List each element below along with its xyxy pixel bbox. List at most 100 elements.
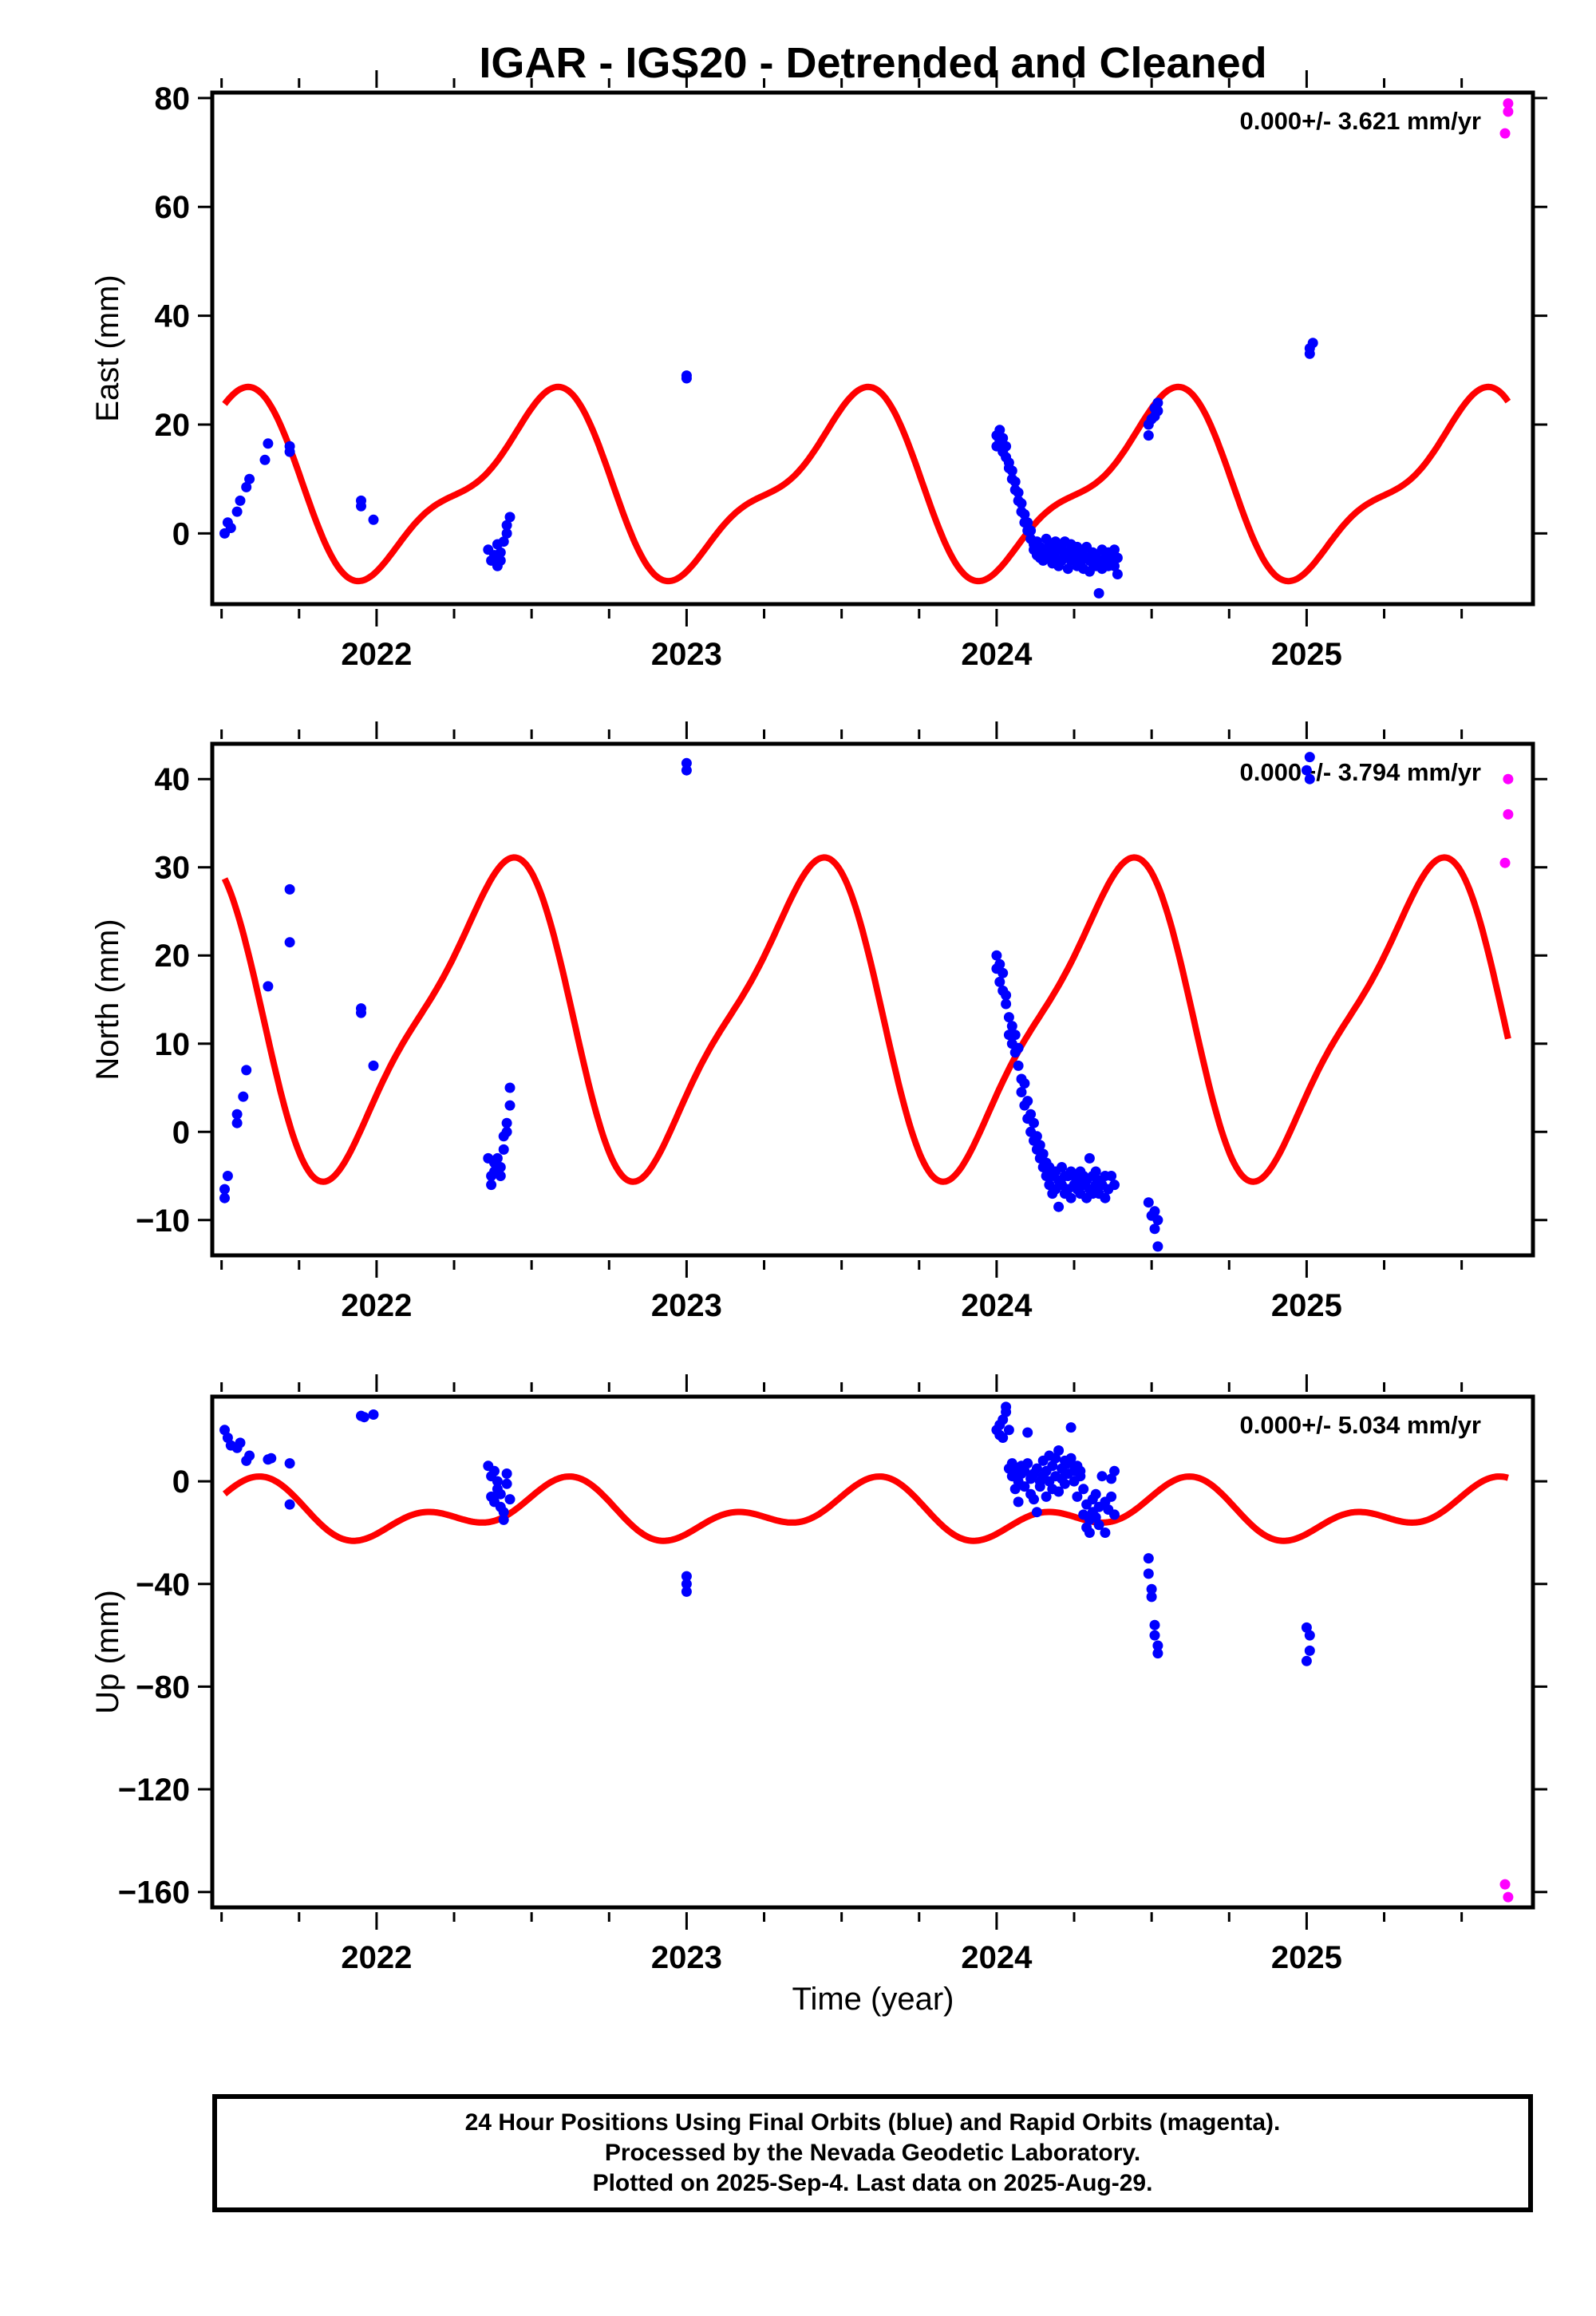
up-final-point bbox=[235, 1437, 246, 1448]
up-final-point bbox=[1059, 1478, 1070, 1489]
north-ytick-label: 30 bbox=[155, 851, 191, 886]
up-final-point bbox=[358, 1412, 369, 1423]
north-y-axis-label: North (mm) bbox=[90, 919, 125, 1080]
east-final-point bbox=[244, 473, 255, 484]
east-final-point bbox=[356, 495, 366, 506]
east-final-point bbox=[498, 536, 509, 547]
north-final-point bbox=[994, 976, 1005, 987]
north-final-point bbox=[486, 1180, 497, 1191]
north-final-point bbox=[1143, 1197, 1154, 1208]
up-final-point bbox=[368, 1409, 379, 1420]
north-final-point bbox=[1006, 1021, 1017, 1032]
east-final-point bbox=[1001, 441, 1012, 452]
north-final-point bbox=[231, 1117, 243, 1128]
north-final-point bbox=[1029, 1117, 1039, 1128]
east-final-point bbox=[259, 454, 271, 465]
chart-title: IGAR - IGS20 - Detrended and Cleaned bbox=[479, 39, 1266, 87]
north-final-point bbox=[501, 1126, 512, 1137]
north-ytick-label: −10 bbox=[136, 1203, 190, 1239]
up-final-point bbox=[498, 1514, 509, 1525]
east-final-point bbox=[263, 438, 274, 449]
up-ytick-label: 0 bbox=[172, 1464, 190, 1500]
up-final-point bbox=[501, 1468, 512, 1479]
up-final-point bbox=[1304, 1630, 1315, 1641]
north-final-point bbox=[1022, 1096, 1033, 1107]
up-final-point bbox=[1034, 1481, 1045, 1492]
north-final-point bbox=[1034, 1140, 1045, 1151]
up-rapid-point bbox=[1503, 1891, 1514, 1903]
east-xtick-label: 2023 bbox=[651, 637, 722, 672]
up-final-point bbox=[1096, 1471, 1108, 1482]
up-final-point bbox=[501, 1478, 512, 1489]
north-final-point bbox=[1009, 1030, 1021, 1041]
east-final-point bbox=[1143, 430, 1154, 441]
up-final-point bbox=[1146, 1583, 1157, 1595]
up-final-point bbox=[1065, 1422, 1077, 1433]
east-ytick-label: 20 bbox=[155, 408, 191, 443]
north-final-point bbox=[222, 1171, 233, 1181]
up-final-point bbox=[284, 1458, 295, 1469]
up-final-point bbox=[681, 1586, 692, 1597]
up-ytick-label: −40 bbox=[136, 1567, 190, 1603]
up-final-point bbox=[1090, 1488, 1101, 1500]
up-model-curve bbox=[222, 1473, 1510, 1544]
north-final-point bbox=[1304, 773, 1315, 785]
north-final-point bbox=[492, 1152, 503, 1164]
east-ytick-label: 0 bbox=[172, 516, 190, 551]
up-final-point bbox=[1146, 1591, 1157, 1603]
footer-line-plotted: Plotted on 2025-Sep-4. Last data on 2025… bbox=[592, 2170, 1153, 2196]
east-ytick-label: 80 bbox=[155, 81, 191, 117]
up-final-point bbox=[1041, 1491, 1052, 1502]
north-final-point bbox=[1152, 1215, 1163, 1226]
up-final-point bbox=[1022, 1458, 1033, 1469]
up-final-point bbox=[1149, 1619, 1160, 1630]
north-final-point bbox=[1090, 1166, 1101, 1177]
up-final-point bbox=[1093, 1520, 1104, 1531]
up-final-point bbox=[504, 1494, 516, 1505]
north-xtick-label: 2024 bbox=[961, 1288, 1033, 1323]
up-final-point bbox=[1149, 1630, 1160, 1641]
east-final-point bbox=[241, 481, 252, 492]
east-final-point bbox=[1025, 525, 1037, 536]
up-final-point bbox=[1152, 1648, 1163, 1659]
east-rapid-point bbox=[1499, 128, 1511, 139]
east-final-point bbox=[495, 547, 506, 558]
north-final-point bbox=[1149, 1223, 1160, 1235]
north-final-point bbox=[1037, 1148, 1049, 1160]
up-panel: −160 −120 −80 −40 0 2022 2023 2024 2025 Up (mm) 0.… bbox=[90, 1374, 1547, 1975]
east-final-point bbox=[501, 520, 512, 531]
north-final-point bbox=[1149, 1206, 1160, 1217]
north-final-point bbox=[495, 1171, 506, 1181]
north-final-point bbox=[504, 1100, 516, 1111]
east-xtick-label: 2022 bbox=[341, 637, 412, 672]
up-final-point bbox=[1065, 1452, 1077, 1464]
east-final-point bbox=[504, 512, 516, 523]
north-final-point bbox=[1053, 1201, 1065, 1212]
up-final-point bbox=[1031, 1507, 1042, 1518]
north-plot-frame bbox=[210, 741, 1535, 1258]
north-final-point bbox=[1152, 1241, 1163, 1252]
up-xtick-label: 2023 bbox=[651, 1940, 722, 1975]
north-rapid-point bbox=[1499, 857, 1511, 868]
up-final-point bbox=[1001, 1406, 1012, 1417]
north-final-point bbox=[263, 981, 274, 992]
footer-line-processed: Processed by the Nevada Geodetic Laborat… bbox=[604, 2140, 1141, 2166]
up-final-point bbox=[1072, 1491, 1083, 1502]
east-ytick-label: 60 bbox=[155, 190, 191, 225]
east-final-point bbox=[1019, 509, 1030, 520]
up-final-point bbox=[1304, 1645, 1315, 1656]
north-final-point bbox=[1065, 1192, 1077, 1203]
east-final-point bbox=[998, 433, 1009, 444]
north-final-point bbox=[498, 1144, 509, 1155]
east-final-point bbox=[495, 555, 506, 566]
up-final-point bbox=[1084, 1528, 1095, 1538]
east-final-point bbox=[1009, 476, 1021, 488]
up-xtick-label: 2022 bbox=[341, 1940, 412, 1975]
north-final-point bbox=[368, 1060, 379, 1071]
north-final-point bbox=[1100, 1192, 1111, 1203]
up-final-point bbox=[1152, 1640, 1163, 1651]
north-final-point bbox=[991, 950, 1002, 961]
east-final-point bbox=[1307, 338, 1318, 349]
east-final-point bbox=[368, 514, 379, 525]
east-panel: 0 20 40 60 80 2022 2023 2024 2025 East (mm) 0.000+… bbox=[90, 70, 1547, 672]
